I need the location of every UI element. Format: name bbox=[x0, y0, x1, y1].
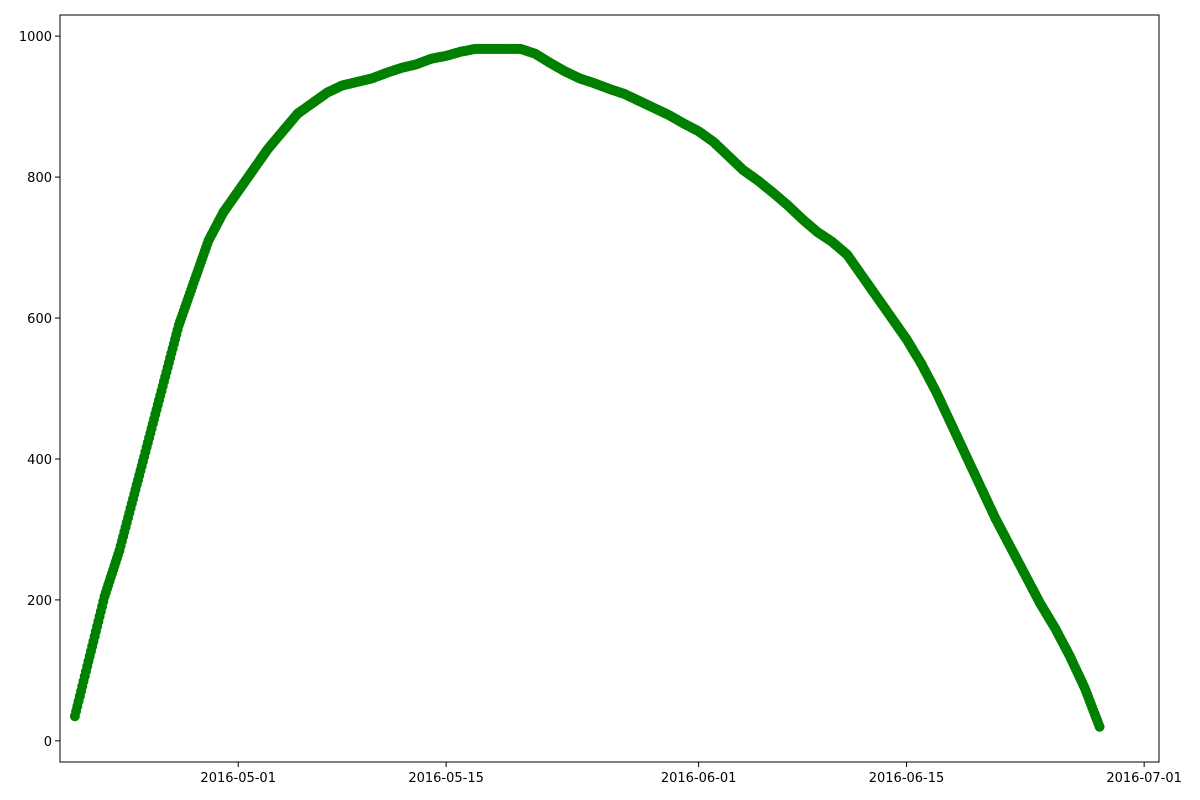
plot-frame bbox=[59, 14, 1160, 763]
y-tick-label: 600 bbox=[27, 312, 52, 327]
x-tick-label: 2016-06-15 bbox=[869, 771, 945, 786]
plot-area bbox=[60, 15, 1159, 762]
x-tick-label: 2016-06-01 bbox=[661, 771, 737, 786]
data-points bbox=[69, 43, 1105, 732]
y-tick-label: 0 bbox=[44, 735, 52, 750]
y-tick-label: 400 bbox=[27, 453, 52, 468]
x-tick-label: 2016-07-01 bbox=[1106, 771, 1182, 786]
x-axis-ticks: 2016-05-01 2016-05-15 2016-06-01 2016-06-15… bbox=[200, 762, 1182, 786]
x-tick-label: 2016-05-01 bbox=[200, 771, 276, 786]
data-point bbox=[1094, 721, 1105, 732]
y-tick-label: 200 bbox=[27, 594, 52, 609]
y-tick-label: 1000 bbox=[19, 30, 52, 45]
y-axis-ticks: 0 200 400 600 800 1000 bbox=[19, 30, 60, 750]
x-tick-label: 2016-05-15 bbox=[408, 771, 484, 786]
y-tick-label: 800 bbox=[27, 171, 52, 186]
